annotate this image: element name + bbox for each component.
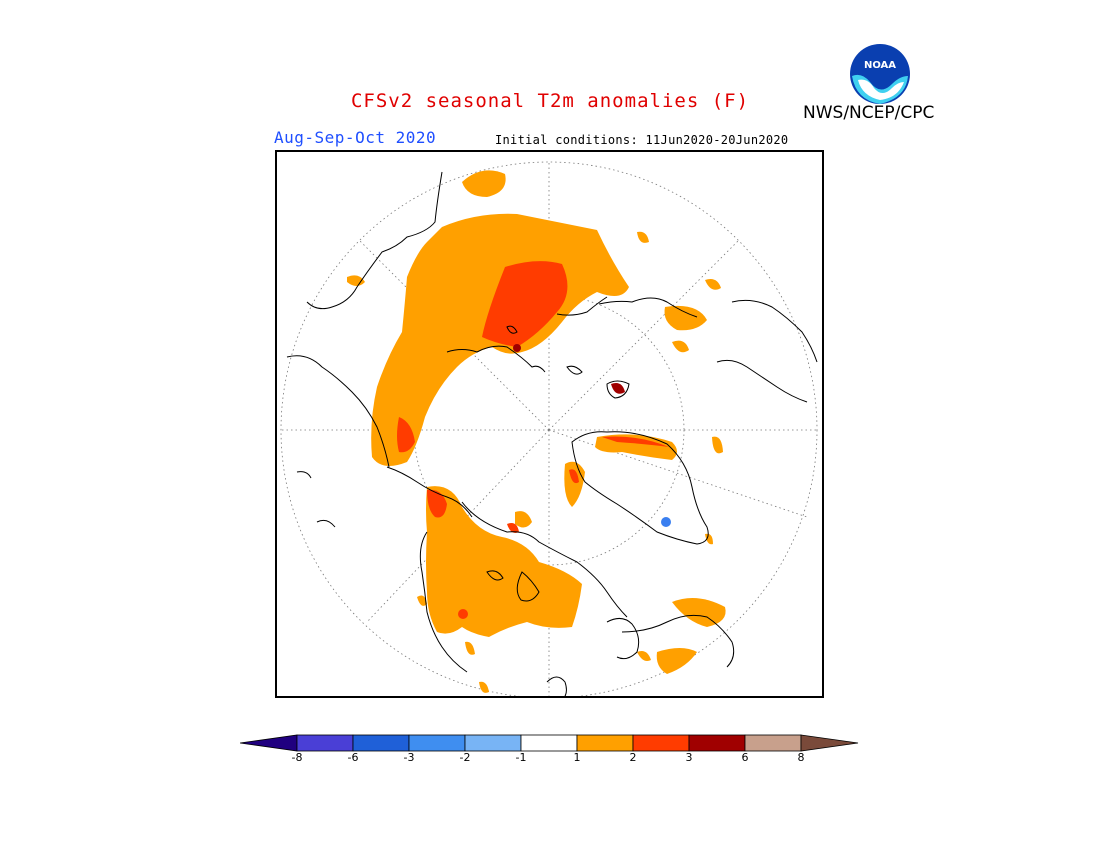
season-label: Aug-Sep-Oct 2020	[274, 128, 437, 147]
logo-text: NOAA	[864, 60, 896, 71]
color-legend	[239, 733, 862, 757]
legend-cell	[296, 734, 354, 752]
greenland-anomaly	[564, 434, 713, 545]
coastlines	[286, 171, 818, 696]
legend-label: -1	[515, 751, 527, 764]
north-america-anomaly	[417, 486, 726, 693]
legend-cell	[408, 734, 466, 752]
polar-map	[275, 150, 824, 698]
map-title: CFSv2 seasonal T2m anomalies (F)	[350, 90, 750, 112]
initial-conditions: Initial conditions: 11Jun2020-20Jun2020	[495, 133, 789, 147]
legend-label: -8	[291, 751, 303, 764]
legend-cell	[520, 734, 578, 752]
eurasia-anomaly	[347, 170, 723, 466]
agency-label: NWS/NCEP/CPC	[803, 103, 935, 123]
legend-cell	[688, 734, 746, 752]
legend-arrow-low	[239, 734, 298, 752]
noaa-logo-icon: NOAA	[848, 42, 912, 106]
legend-label: 6	[741, 751, 749, 764]
legend-cell	[352, 734, 410, 752]
legend-label: -2	[459, 751, 471, 764]
legend-label: 1	[573, 751, 581, 764]
legend-arrow-high	[800, 734, 859, 752]
legend-label: -6	[347, 751, 359, 764]
legend-cell	[464, 734, 522, 752]
legend-label: 8	[797, 751, 805, 764]
legend-label: 3	[685, 751, 693, 764]
legend-cell	[744, 734, 802, 752]
legend-cell	[576, 734, 634, 752]
legend-cell	[632, 734, 690, 752]
legend-label: 2	[629, 751, 637, 764]
colorbar-svg	[239, 734, 859, 752]
legend-label: -3	[403, 751, 415, 764]
